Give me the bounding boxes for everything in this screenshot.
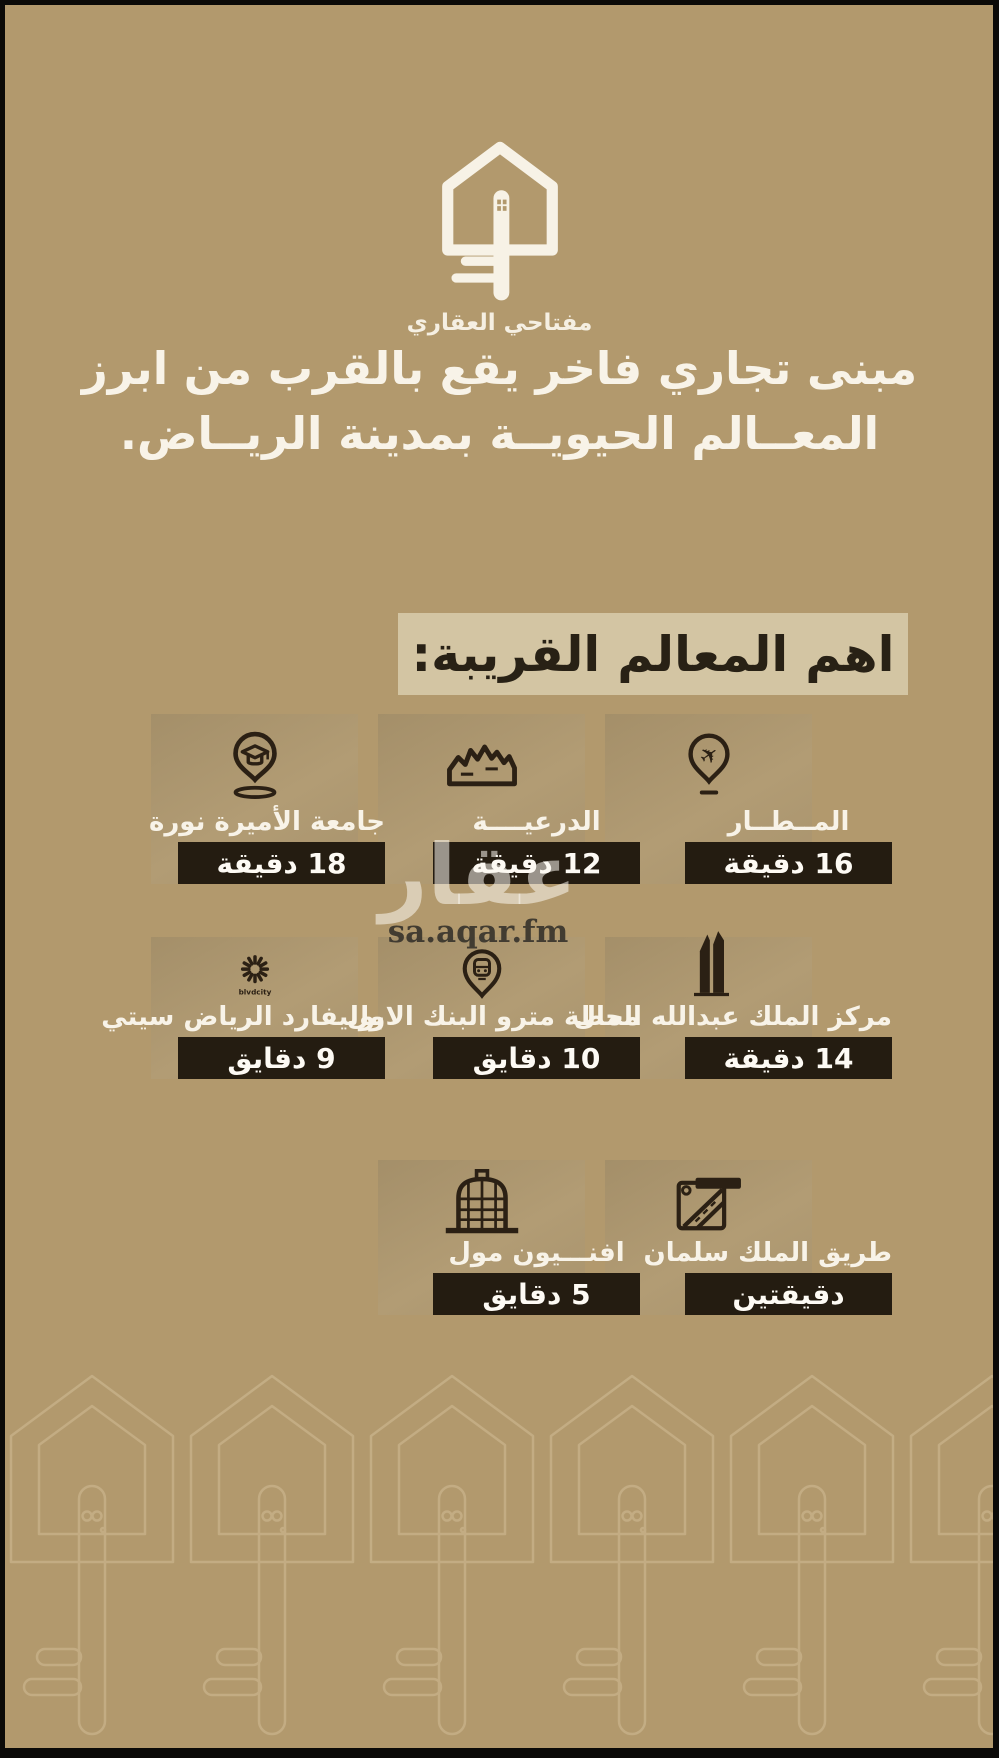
landmark-label: الدرعيــــة [472, 807, 601, 838]
landmark-card: blvdcity بوليفارد الرياض سيتي 9 دقايق [101, 937, 385, 1079]
frame-edge-left [0, 0, 5, 1758]
time-value: 5 دقايق [482, 1277, 591, 1311]
landmark-icon-wrap: blvdcity [224, 937, 286, 1003]
watermark-domain: sa.aqar.fm [387, 913, 569, 950]
boulevard-city-icon: blvdcity [238, 955, 271, 997]
landmark-label: جامعة الأميرة نورة [148, 807, 385, 838]
highway-sign-icon [676, 1177, 741, 1231]
landmark-meta: المــطــار 16 دقيقة [685, 808, 892, 884]
landmark-icon-wrap [684, 920, 734, 1003]
landmark-label: بوليفارد الرياض سيتي [101, 1002, 385, 1033]
landmark-label: افنـــيون مول [448, 1238, 625, 1269]
landmark-card: محطة مترو البنك الاول 10 دقايق [347, 937, 640, 1079]
metro-pin-icon [462, 949, 501, 1000]
landmark-meta: بوليفارد الرياض سيتي 9 دقايق [101, 1002, 385, 1079]
landmark-icon-wrap [452, 937, 512, 1003]
frame-edge-top [0, 0, 999, 5]
landmark-meta: طريق الملك سلمان دقيقتين [643, 1238, 892, 1315]
frame-edge-right [993, 0, 999, 1758]
time-value: 10 دقايق [472, 1041, 601, 1075]
kafd-tower-icon [693, 931, 729, 997]
headline-line2: المعــالم الحيويــة بمدينة الريــاض. [119, 407, 880, 461]
diriyah-mountains-icon [446, 744, 517, 786]
time-bar: 16 دقيقة [685, 842, 892, 884]
landmark-icon-wrap [672, 1160, 746, 1239]
card-row-2: مركز الملك عبدالله المال 14 دقيقة محطة م… [101, 931, 892, 1079]
landmark-meta: الدرعيــــة 12 دقيقة [433, 808, 640, 884]
landmark-icon-wrap [443, 714, 521, 808]
landmark-meta: جامعة الأميرة نورة 18 دقيقة [148, 807, 385, 884]
headline-line1: مبنى تجاري فاخر يقع بالقرب من ابرز [81, 342, 918, 395]
mall-building-icon [445, 1169, 518, 1234]
card-row-3: طريق الملك سلمان دقيقتين افنـــيون مول 5… [151, 1160, 892, 1315]
time-value: 16 دقيقة [723, 846, 854, 880]
time-bar: 14 دقيقة [685, 1037, 892, 1079]
time-value: 14 دقيقة [723, 1041, 854, 1075]
landmark-icon-wrap [442, 1160, 522, 1239]
landmark-icon-wrap: ✈ [677, 714, 741, 808]
landmark-icon-wrap [221, 714, 289, 808]
landmark-card: جامعة الأميرة نورة 18 دقيقة [149, 714, 385, 884]
headline: مبنى تجاري فاخر يقع بالقرب من ابرز المعـ… [60, 336, 939, 467]
watermark-arabic: عقار [379, 826, 577, 924]
landmark-card: مركز الملك عبدالله المال 14 دقيقة [573, 931, 892, 1079]
landmark-label: مركز الملك عبدالله المال [573, 1002, 892, 1033]
landmark-card: الدرعيــــة 12 دقيقة [378, 714, 640, 884]
watermark: عقار sa.aqar.fm [378, 826, 578, 950]
time-value: 9 دقايق [227, 1041, 336, 1075]
time-bar: 9 دقايق [178, 1037, 385, 1079]
brand-name: مفتاحي العقاري [406, 310, 593, 336]
university-pin-icon [232, 731, 277, 799]
landmark-label: المــطــار [727, 807, 850, 838]
landmark-card: افنـــيون مول 5 دقايق [378, 1160, 640, 1315]
landmark-label: طريق الملك سلمان [643, 1238, 892, 1269]
time-value: 18 دقيقة [216, 846, 347, 880]
house-key-logo-icon [441, 141, 558, 301]
time-bar: 10 دقايق [433, 1037, 640, 1079]
time-value: 12 دقيقة [471, 846, 602, 880]
airport-pin-icon: ✈ [687, 733, 730, 795]
svg-text:blvdcity: blvdcity [238, 988, 271, 997]
time-value: دقيقتين [732, 1277, 845, 1311]
time-bar: 5 دقايق [433, 1273, 640, 1315]
frame-edge-bottom [0, 1748, 999, 1758]
time-bar: 18 دقيقة [178, 842, 385, 884]
landmark-meta: مركز الملك عبدالله المال 14 دقيقة [573, 1002, 892, 1079]
landmark-label: محطة مترو البنك الاول [346, 1002, 640, 1033]
time-bar: دقيقتين [685, 1273, 892, 1315]
landmark-meta: افنـــيون مول 5 دقايق [433, 1239, 640, 1315]
section-title: اهم المعالم القريبة: [398, 613, 908, 695]
brand-logo: مفتاحي العقاري [0, 138, 999, 336]
time-bar: 12 دقيقة [433, 842, 640, 884]
card-row-1: ✈ المــطــار 16 دقيقة الدرعيــــة 12 دقي… [149, 714, 892, 884]
landmark-meta: محطة مترو البنك الاول 10 دقايق [346, 1002, 640, 1079]
